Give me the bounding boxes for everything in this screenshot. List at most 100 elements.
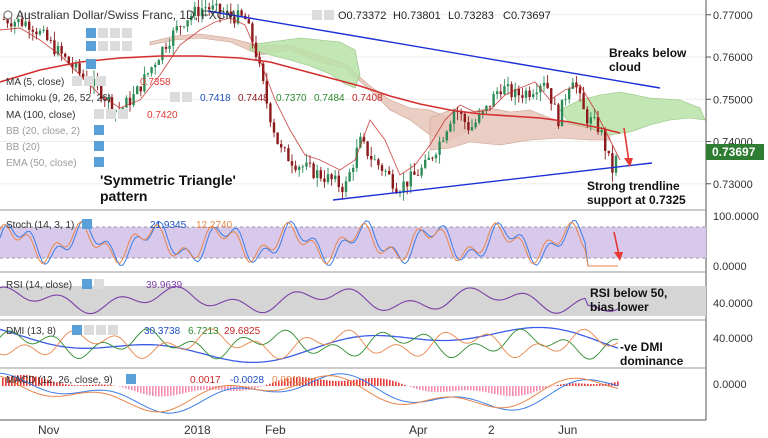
price-tick-label: 0.76000 <box>713 52 753 64</box>
macd-hist-bar <box>395 381 397 386</box>
more-icon[interactable] <box>96 76 106 86</box>
macd-hist-bar <box>575 383 577 386</box>
settings-icon[interactable] <box>84 325 94 335</box>
more-icon[interactable] <box>118 109 128 119</box>
macd-hist-bar <box>374 377 376 386</box>
eye-icon[interactable] <box>86 59 96 69</box>
title-settings-icon[interactable] <box>312 10 322 20</box>
breakdown-arrow <box>623 127 630 163</box>
more-icon[interactable] <box>122 41 132 51</box>
eye-icon[interactable] <box>86 28 96 38</box>
dmi-tick: 40.0000 <box>713 333 753 345</box>
candle-body <box>38 30 42 35</box>
macd-hist-bar <box>449 386 451 392</box>
macd-hist-bar <box>404 384 406 386</box>
macd-hist-bar <box>71 384 73 386</box>
eye-icon[interactable] <box>86 41 96 51</box>
macd-hist-bar <box>434 386 436 393</box>
rsi-band <box>0 286 706 316</box>
candle-body <box>103 99 106 101</box>
remove-icon[interactable] <box>96 325 106 335</box>
candle-body <box>168 45 171 49</box>
macd-hist-bar <box>203 386 205 390</box>
candle-body <box>312 163 315 178</box>
title-remove-icon[interactable] <box>324 10 334 20</box>
settings-icon[interactable] <box>94 109 104 119</box>
candle-body <box>442 140 445 142</box>
candle-body <box>128 97 132 106</box>
macd-hist-bar <box>110 385 112 386</box>
price-tick-label: 0.77000 <box>713 10 753 22</box>
macd-hist-bar <box>161 386 163 397</box>
macd-hist-bar <box>56 382 58 386</box>
macd-hist-bar <box>596 384 598 386</box>
settings-icon[interactable] <box>94 279 104 289</box>
macd-hist-bar <box>371 378 373 386</box>
candle-body <box>146 73 150 75</box>
candle-body <box>571 82 574 89</box>
candle-body <box>13 22 16 27</box>
dmi-value-2: 6.7213 <box>188 326 219 337</box>
candle-body <box>161 46 164 61</box>
candle-body <box>406 181 409 187</box>
candle-body <box>499 91 502 95</box>
candle-body <box>341 186 344 193</box>
candle-body <box>179 26 182 27</box>
candle-body <box>31 29 34 32</box>
macd-hist-bar <box>362 378 364 386</box>
eye-icon[interactable] <box>94 141 104 151</box>
candle-body <box>164 46 168 49</box>
remove-icon[interactable] <box>110 28 120 38</box>
legend-ichimoku-v4: 0.7484 <box>314 93 345 104</box>
eye-icon[interactable] <box>94 125 104 135</box>
eye-icon[interactable] <box>126 374 136 384</box>
macd-hist-bar <box>188 386 190 393</box>
macd-hist-bar <box>383 378 385 386</box>
candle-body <box>467 122 470 131</box>
legend-ema: EMA (50, close) <box>6 158 77 169</box>
more-icon[interactable] <box>122 28 132 38</box>
ohlc-close: C0.73697 <box>503 10 551 22</box>
legend-bb: BB (20, close, 2) <box>6 126 80 137</box>
settings-icon[interactable] <box>72 76 82 86</box>
legend-ma5: MA (5, close) <box>6 77 64 88</box>
candle-body <box>409 171 412 187</box>
macd-hist-bar <box>494 386 496 395</box>
candle-body <box>424 159 427 168</box>
stoch-k-line <box>0 219 618 267</box>
macd-value-1: 0.0017 <box>190 375 221 386</box>
macd-hist-bar <box>224 386 226 391</box>
eye-icon[interactable] <box>82 219 92 229</box>
candle-body <box>2 19 6 20</box>
macd-label: MACD (12, 26, close, 9) <box>6 375 113 386</box>
settings-icon[interactable] <box>98 41 108 51</box>
candle-body <box>64 53 67 57</box>
macd-hist-bar <box>170 386 172 396</box>
macd-hist-bar <box>173 386 175 396</box>
settings-icon[interactable] <box>170 92 180 102</box>
macd-hist-bar <box>182 386 184 394</box>
legend-ma100-value: 0.7420 <box>147 110 178 121</box>
candle-body <box>305 162 308 167</box>
remove-icon[interactable] <box>182 92 192 102</box>
eye-icon[interactable] <box>72 325 82 335</box>
remove-icon[interactable] <box>84 76 94 86</box>
candle-body <box>510 84 513 98</box>
eye-icon[interactable] <box>82 279 92 289</box>
macd-hist-bar <box>416 386 418 390</box>
dmi-annot-2: dominance <box>620 354 684 368</box>
remove-icon[interactable] <box>106 109 116 119</box>
eye-icon[interactable] <box>94 157 104 167</box>
candle-body <box>463 113 466 123</box>
remove-icon[interactable] <box>110 41 120 51</box>
settings-icon[interactable] <box>98 28 108 38</box>
candle-body <box>596 117 600 132</box>
macd-hist-bar <box>425 386 427 392</box>
macd-hist-bar <box>296 377 298 386</box>
macd-hist-bar <box>410 386 412 388</box>
macd-hist-bar <box>599 384 601 386</box>
more-icon[interactable] <box>108 325 118 335</box>
macd-hist-bar <box>467 386 469 391</box>
candle-body <box>24 21 27 26</box>
